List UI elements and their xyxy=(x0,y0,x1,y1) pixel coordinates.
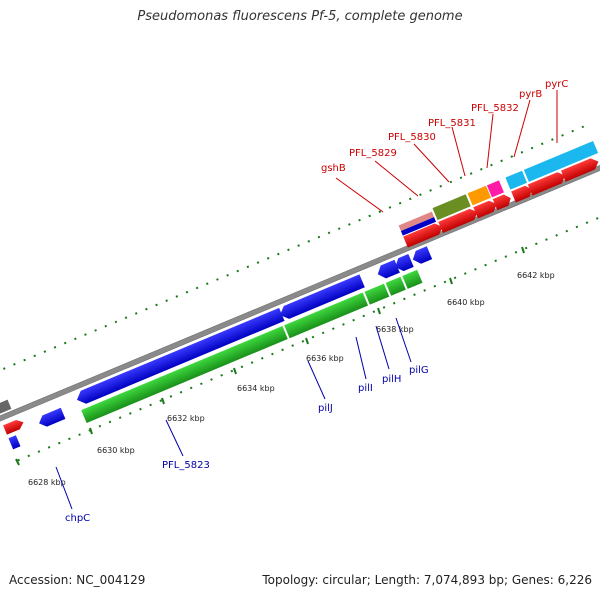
gene-label-gshB[interactable]: gshB xyxy=(321,163,346,174)
scale-label: 6636 kbp xyxy=(306,354,344,363)
page-title: Pseudomonas fluorescens Pf-5, complete g… xyxy=(137,9,463,24)
gene-feature[interactable] xyxy=(277,274,365,321)
genome-backbone xyxy=(0,149,600,425)
gene-label-PFL_5823[interactable]: PFL_5823 xyxy=(162,460,210,471)
gene-feature[interactable] xyxy=(511,184,534,203)
gene-feature[interactable] xyxy=(432,194,471,221)
gene-label-PFL_5829[interactable]: PFL_5829 xyxy=(349,148,397,159)
gene-feature[interactable] xyxy=(492,193,513,211)
forward-strand-genes xyxy=(403,156,600,248)
gene-feature[interactable] xyxy=(37,407,66,429)
gene-feature[interactable] xyxy=(393,253,414,273)
gene-feature[interactable] xyxy=(402,269,423,289)
gene-feature[interactable] xyxy=(81,326,288,424)
gene-feature[interactable] xyxy=(438,207,480,233)
tick-row-inner xyxy=(17,205,600,462)
reverse-gene-callouts xyxy=(55,317,412,510)
gene-feature[interactable] xyxy=(385,276,406,296)
gene-feature[interactable] xyxy=(0,399,12,415)
gene-label-PFL_5830[interactable]: PFL_5830 xyxy=(388,132,436,143)
gene-feature[interactable] xyxy=(467,185,492,206)
gene-feature[interactable] xyxy=(284,292,369,339)
gene-feature[interactable] xyxy=(523,141,599,182)
scale-ticks xyxy=(15,246,525,466)
gene-label-chpC[interactable]: chpC xyxy=(65,513,90,524)
gene-label-pilH[interactable]: pilH xyxy=(382,374,401,385)
gene-feature[interactable] xyxy=(400,217,437,236)
scale-label: 6638 kbp xyxy=(376,325,414,334)
gene-feature[interactable] xyxy=(74,307,285,406)
gene-label-pilI[interactable]: pilI xyxy=(358,383,373,394)
tick-row-outer xyxy=(0,122,593,379)
gene-feature[interactable] xyxy=(398,211,435,232)
gene-label-PFL_5831[interactable]: PFL_5831 xyxy=(428,118,476,129)
gene-feature[interactable] xyxy=(527,170,568,196)
gene-feature[interactable] xyxy=(561,156,600,182)
scale-label: 6628 kbp xyxy=(28,478,66,487)
genome-summary-text: Topology: circular; Length: 7,074,893 bp… xyxy=(262,573,592,587)
reverse-category-track xyxy=(0,269,423,424)
gene-label-pilJ[interactable]: pilJ xyxy=(318,403,333,414)
reverse-strand-genes xyxy=(37,246,433,429)
accession-text: Accession: NC_004129 xyxy=(9,573,146,587)
scale-label: 6632 kbp xyxy=(167,414,205,423)
scale-label: 6630 kbp xyxy=(97,446,135,455)
forward-gene-callouts xyxy=(335,90,558,213)
gene-feature[interactable] xyxy=(410,246,433,266)
gene-label-pyrC[interactable]: pyrC xyxy=(545,79,568,90)
scale-label: 6642 kbp xyxy=(517,271,555,280)
forward-category-track xyxy=(398,141,599,236)
gene-label-pilG[interactable]: pilG xyxy=(409,365,429,376)
gene-feature[interactable] xyxy=(8,435,21,450)
gene-feature[interactable] xyxy=(375,259,400,281)
gene-feature[interactable] xyxy=(505,170,528,190)
gene-label-PFL_5832[interactable]: PFL_5832 xyxy=(471,103,519,114)
gene-label-pyrB[interactable]: pyrB xyxy=(519,89,542,100)
gene-feature[interactable] xyxy=(473,198,499,219)
scale-label: 6640 kbp xyxy=(447,298,485,307)
scale-label: 6634 kbp xyxy=(237,384,275,393)
gene-feature[interactable] xyxy=(364,283,390,305)
gene-feature[interactable] xyxy=(486,180,504,198)
gene-feature[interactable] xyxy=(403,221,445,248)
gene-feature[interactable] xyxy=(3,418,25,435)
